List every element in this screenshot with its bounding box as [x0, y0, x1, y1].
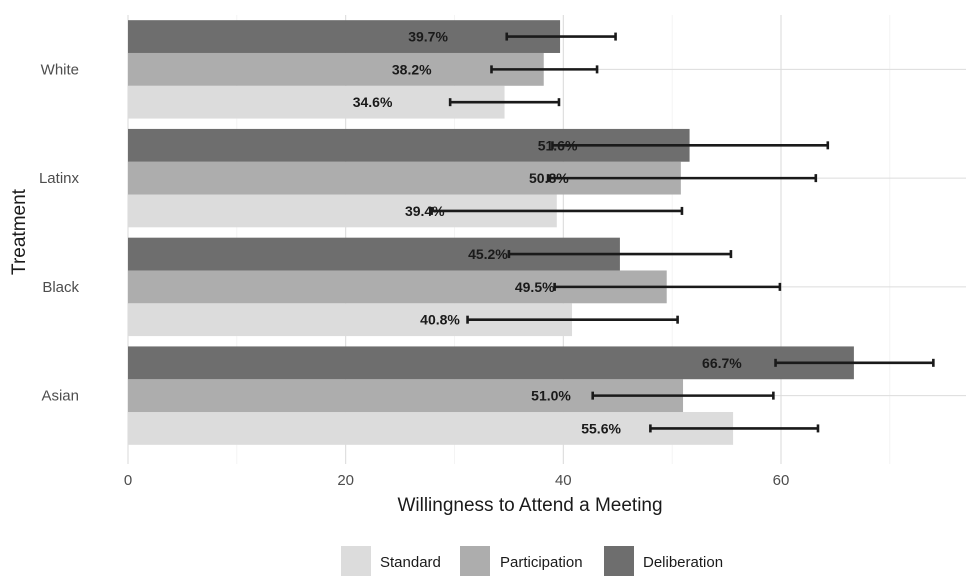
x-tick-label: 60 [773, 472, 790, 489]
legend: Standard Participation Deliberation [341, 546, 723, 576]
bar-value-label: 39.7% [408, 29, 448, 45]
legend-label-deliberation: Deliberation [643, 554, 723, 571]
bar-participation-white [128, 52, 544, 86]
bar-value-label: 66.7% [702, 355, 742, 371]
bar-value-label: 40.8% [420, 312, 460, 328]
legend-swatch-participation [460, 546, 490, 576]
bar-value-label: 49.5% [515, 279, 555, 295]
bar-deliberation-asian [128, 346, 854, 380]
error-bars-group [430, 32, 935, 433]
y-tick-label: Asian [41, 388, 79, 405]
x-axis-ticks: 0 20 40 60 [124, 472, 790, 489]
y-axis-title: Treatment [9, 188, 30, 275]
legend-swatch-deliberation [604, 546, 634, 576]
y-tick-label: Black [42, 279, 79, 296]
bar-deliberation-white [128, 20, 561, 53]
bar-value-label: 55.6% [581, 420, 621, 436]
bar-value-label: 51.0% [531, 388, 571, 404]
bar-value-label: 38.2% [392, 61, 432, 77]
bar-value-label: 51.6% [538, 137, 578, 153]
y-tick-label: White [41, 61, 79, 78]
bar-value-label: 39.4% [405, 203, 445, 219]
bar-standard-white [128, 85, 505, 119]
y-axis-ticks: Asian Black Latinx White [39, 61, 80, 405]
bar-participation-asian [128, 379, 684, 413]
legend-label-standard: Standard [380, 554, 441, 571]
x-tick-label: 40 [555, 472, 572, 489]
legend-swatch-standard [341, 546, 371, 576]
y-tick-label: Latinx [39, 170, 80, 187]
x-tick-label: 0 [124, 472, 132, 489]
bar-standard-asian [128, 412, 734, 445]
bar-value-label: 50.8% [529, 170, 569, 186]
bar-value-label: 45.2% [468, 246, 508, 262]
bars-group [128, 20, 854, 445]
bar-labels-group: 55.6% 51.0% 66.7% 40.8% 49.5% 45.2% 39.4% 50.8%… [353, 29, 743, 437]
x-axis-title: Willingness to Attend a Meeting [397, 495, 662, 516]
legend-label-participation: Participation [500, 554, 583, 571]
bar-value-label: 34.6% [353, 94, 393, 110]
x-tick-label: 20 [337, 472, 354, 489]
